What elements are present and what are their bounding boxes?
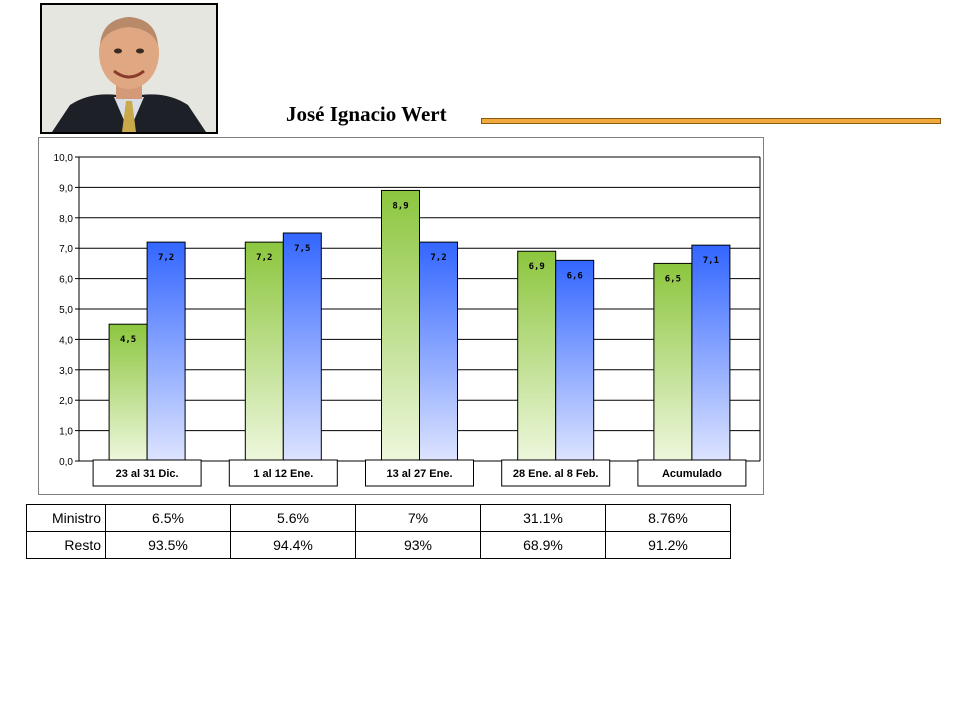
bar-series-1 [381,189,420,462]
bar-value-label: 7,1 [703,256,719,266]
table-cell: 91.2% [605,531,731,559]
table-cell: 93% [355,531,481,559]
bar-series-1 [517,250,557,462]
bar-value-label: 7,2 [430,253,446,263]
category-label-box [637,459,747,487]
bar-value-label: 7,5 [294,244,310,254]
table-row: Ministro 6.5% 5.6% 7% 31.1% 8.76% [26,504,731,532]
table-cell: 31.1% [480,504,606,532]
category-label: Acumulado [662,468,722,480]
bar-value-label: 6,6 [567,271,583,281]
bar-series-1 [244,241,284,462]
bar-series-2 [419,241,458,462]
category-label-box [92,459,202,487]
category-label-box [501,459,611,487]
table-cell: 68.9% [480,531,606,559]
bar-value-label: 4,5 [120,335,136,345]
bar-series-2 [555,259,595,462]
bar-value-label: 7,2 [158,253,174,263]
table-cell: 7% [355,504,481,532]
bar-value-label: 8,9 [392,201,408,211]
y-tick-label: 4,0 [59,335,73,346]
bars [108,189,731,462]
y-tick-label: 7,0 [59,244,73,255]
y-tick-label: 6,0 [59,275,73,286]
category-label-box [365,459,474,487]
y-tick-label: 5,0 [59,305,73,316]
category-label: 23 al 31 Dic. [116,468,179,480]
y-tick-label: 9,0 [59,183,73,194]
bar-value-label: 7,2 [256,253,272,263]
chart-svg: 0,0 1,0 2,0 3,0 4,0 5,0 6,0 7,0 8,0 9,0 10,0 4,5 7,… [54,153,761,487]
category-labels: 23 al 31 Dic. 1 al 12 Ene. 13 al 27 Ene. 28… [92,459,747,487]
y-tick-label: 3,0 [59,366,73,377]
portrait-icon [42,5,216,132]
bar-series-1 [653,262,693,462]
bar-value-label: 6,9 [529,262,545,272]
bar-labels: 4,5 7,2 7,2 7,5 8,9 7,2 6,9 6,6 6,5 7,1 [120,201,719,345]
bar-series-2 [282,232,322,462]
y-tick-label: 10,0 [54,153,74,164]
bar-series-2 [146,241,186,462]
name-underline-bar [481,118,941,124]
table-cell: 5.6% [230,504,356,532]
table-cell: 8.76% [605,504,731,532]
table-cell: 94.4% [230,531,356,559]
rating-bar-chart: 0,0 1,0 2,0 3,0 4,0 5,0 6,0 7,0 8,0 9,0 10,0 4,5 7,… [38,137,764,495]
row-label: Resto [26,531,106,559]
category-label: 13 al 27 Ene. [386,468,452,480]
category-label: 28 Ene. al 8 Feb. [513,468,599,480]
bar-series-1 [108,323,148,462]
y-tick-label: 1,0 [59,427,73,438]
bar-series-2 [691,244,731,462]
y-tick-label: 0,0 [59,457,73,468]
table-row: Resto 93.5% 94.4% 93% 68.9% 91.2% [26,531,731,559]
y-tick-label: 2,0 [59,396,73,407]
share-table: Ministro 6.5% 5.6% 7% 31.1% 8.76% Resto 93.5% 94… [26,504,731,559]
table-cell: 93.5% [105,531,231,559]
person-name: José Ignacio Wert [286,102,447,126]
bar-value-label: 6,5 [665,274,681,284]
table-cell: 6.5% [105,504,231,532]
category-label-box [228,459,338,487]
y-tick-label: 8,0 [59,214,73,225]
category-label: 1 al 12 Ene. [253,468,313,480]
portrait-photo [40,3,218,134]
row-label: Ministro [26,504,106,532]
